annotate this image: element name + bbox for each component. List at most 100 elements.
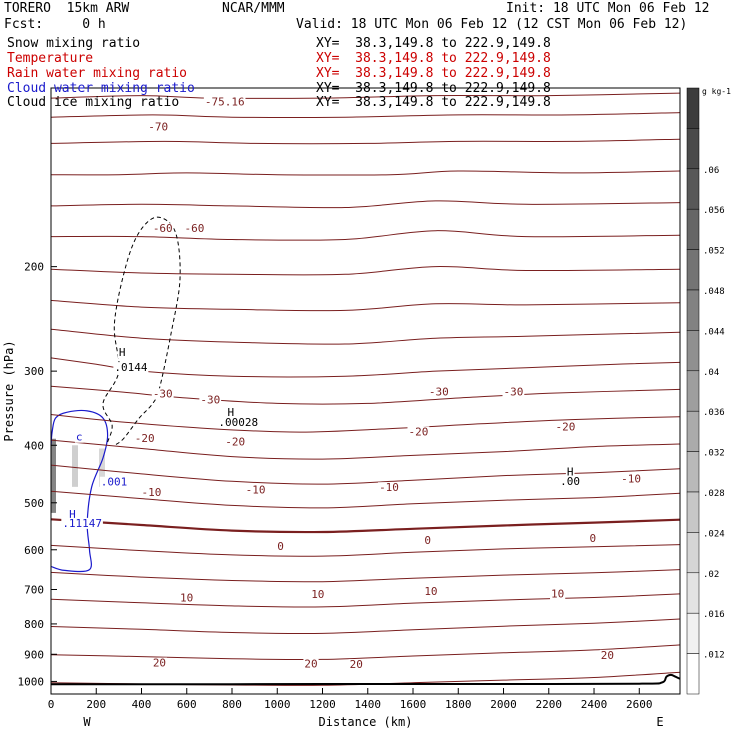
colorbar-swatch: [686, 168, 700, 210]
colorbar-swatch: [686, 532, 700, 574]
legend-label-cloud-water: Cloud water mixing ratio: [7, 81, 195, 96]
contour-label-bg: [199, 394, 222, 406]
x-end-label-east: E: [656, 715, 663, 729]
x-tick-label: 1800: [445, 698, 472, 711]
contour-label: -20: [225, 435, 245, 448]
contour-label-bg: [61, 517, 103, 529]
colorbar-tick-label: .016: [703, 610, 725, 620]
contour-label-bg: [620, 473, 642, 485]
contour-label: -60: [153, 222, 173, 235]
contour-label: .00: [560, 475, 580, 488]
colorbar-tick-label: .052: [703, 247, 725, 257]
temperature-contour: [50, 518, 681, 534]
legend-label-snow: Snow mixing ratio: [7, 36, 141, 51]
contour-label-bg: [550, 588, 566, 600]
contour-label-bg: [303, 658, 319, 670]
temperature-contour: [50, 230, 681, 241]
contour-label-bg: [276, 540, 285, 552]
x-tick-label: 2600: [626, 698, 653, 711]
temperature-contour: [50, 200, 681, 209]
contour-label-bg: [151, 223, 174, 235]
y-tick-label: 800: [24, 618, 44, 631]
contour-label-bg: [407, 426, 430, 438]
valid-time: Valid: 18 UTC Mon 06 Feb 12 (12 CST Mon …: [296, 17, 688, 32]
contour-label: -10: [246, 483, 266, 496]
contour-label: 0: [589, 532, 596, 545]
contour-label: -70: [148, 121, 168, 134]
contour-label-bg: [226, 406, 236, 418]
x-axis-title: Distance (km): [319, 715, 413, 729]
contour-label: .001: [101, 476, 128, 489]
cloud-ice-contour: [102, 216, 181, 446]
colorbar-swatch: [686, 128, 700, 170]
temperature-contour: [50, 439, 681, 460]
contour-label-bg: [68, 508, 77, 520]
legend-xy-rain: XY= 38.3,149.8 to 222.9,149.8: [316, 66, 551, 81]
contour-label: 20: [153, 657, 166, 670]
contour-label-bg: [217, 416, 260, 428]
temperature-contour: [50, 112, 681, 118]
colorbar-tick-label: .056: [703, 206, 725, 216]
contour-label: -30: [504, 386, 524, 399]
y-tick-label: 300: [24, 365, 44, 378]
contour-label: -30: [429, 386, 449, 399]
contour-label-bg: [244, 484, 267, 496]
colorbar-tick-label: .032: [703, 449, 725, 459]
x-tick-label: 600: [177, 698, 197, 711]
contour-label-bg: [117, 347, 127, 359]
contour-label-bg: [151, 388, 174, 400]
colorbar-swatch: [686, 410, 700, 452]
contour-label: -10: [379, 481, 399, 494]
contour-label-bg: [348, 659, 364, 671]
contour-label-bg: [599, 649, 616, 661]
contour-label-bg: [310, 588, 326, 600]
contour-label: -60: [184, 222, 204, 235]
temperature-contour: [50, 593, 681, 608]
temperature-contour: [50, 464, 681, 485]
y-tick-label: 1000: [18, 675, 45, 688]
legend-xy-snow: XY= 38.3,149.8 to 222.9,149.8: [316, 36, 551, 51]
contour-label-bg: [554, 421, 577, 433]
temperature-contour: [50, 544, 681, 557]
legend-xy-cloud-water: XY= 38.3,149.8 to 222.9,149.8: [316, 81, 551, 96]
contour-label-bg: [151, 657, 168, 669]
contour-label: 0: [424, 534, 431, 547]
colorbar-swatch: [686, 249, 700, 291]
contour-label: H: [227, 406, 234, 419]
colorbar-tick-label: .012: [703, 651, 725, 661]
contour-label-bg: [183, 223, 206, 235]
colorbar-tick-label: .02: [703, 570, 719, 580]
contour-label-bg: [565, 466, 575, 478]
model-title: TORERO 15km ARW: [4, 1, 130, 16]
colorbar-swatch: [686, 653, 700, 695]
colorbar-tick-label: .048: [703, 287, 725, 297]
x-tick-label: 200: [86, 698, 106, 711]
contour-label: 10: [180, 591, 193, 604]
y-tick-label: 200: [24, 261, 44, 274]
temperature-contour: [50, 328, 681, 345]
temperature-contour: [50, 490, 681, 509]
colorbar-swatch: [686, 370, 700, 412]
contour-label: -30: [200, 393, 220, 406]
cloud-water-contour: [50, 409, 109, 573]
temperature-contour: [50, 92, 681, 99]
contour-label: 20: [601, 649, 614, 662]
temperature-contour: [50, 385, 681, 405]
contour-label: -75.16: [205, 95, 245, 108]
contour-label: H: [119, 346, 126, 359]
contour-label: c: [76, 431, 83, 444]
colorbar-swatch: [686, 87, 700, 129]
contour-label-bg: [203, 96, 246, 108]
colorbar-tick-label: .036: [703, 408, 725, 418]
contour-label: .0144: [114, 361, 147, 374]
y-tick-label: 600: [24, 544, 44, 557]
contour-label-bg: [113, 362, 149, 374]
contour-label: -20: [135, 432, 155, 445]
contour-label-bg: [140, 486, 163, 498]
contour-label: -20: [408, 425, 428, 438]
axes-frame: [50, 87, 681, 695]
contour-label: H: [69, 508, 76, 521]
x-tick-label: 1000: [264, 698, 291, 711]
y-tick-label: 400: [24, 439, 44, 452]
x-tick-label: 0: [48, 698, 55, 711]
